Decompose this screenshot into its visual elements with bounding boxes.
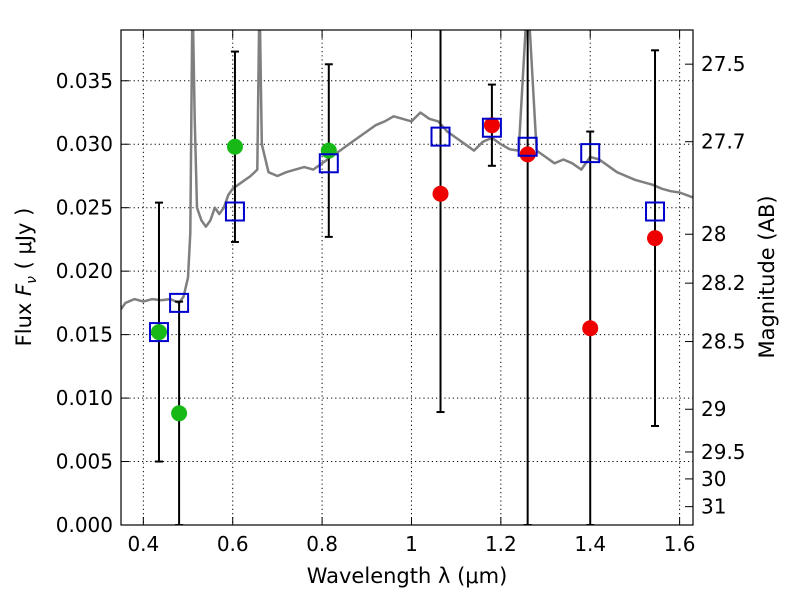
x-tick-label: 0.4 bbox=[127, 532, 159, 556]
x-axis-label: Wavelength λ (μm) bbox=[307, 564, 508, 588]
y-tick-label: 0.035 bbox=[56, 69, 113, 93]
optical-data-point bbox=[226, 138, 243, 155]
infrared-data-point bbox=[519, 146, 536, 163]
y2-tick-label: 29.5 bbox=[701, 440, 746, 464]
optical-data-point bbox=[171, 405, 188, 422]
optical-data-point bbox=[150, 324, 167, 341]
infrared-data-point bbox=[432, 185, 449, 202]
infrared-data-point bbox=[647, 230, 664, 247]
x-tick-label: 1.4 bbox=[574, 532, 606, 556]
axis-tick-labels: 0.4 0.6 0.8 1 1.2 1.4 1.6 0.000 0.005 0.010 0.015 0… bbox=[56, 52, 746, 556]
y2-tick-label: 27.7 bbox=[701, 130, 746, 154]
model-photometry-marker bbox=[148, 322, 169, 343]
infrared-data-point bbox=[483, 117, 500, 134]
infrared-data-point bbox=[582, 320, 599, 337]
plot-frame bbox=[120, 29, 694, 526]
grid bbox=[121, 30, 693, 526]
y2-tick-label: 29 bbox=[701, 397, 726, 421]
y-tick-label: 0.010 bbox=[56, 386, 113, 410]
x-tick-label: 1 bbox=[405, 532, 418, 556]
y2-tick-label: 28.5 bbox=[701, 330, 746, 354]
y-axis-label: Flux Fν ( μJy ) bbox=[12, 208, 40, 347]
y2-axis-label: Magnitude (AB) bbox=[755, 195, 779, 358]
model-photometry-marker bbox=[318, 153, 339, 174]
x-tick-label: 0.6 bbox=[217, 532, 249, 556]
y-tick-label: 0.020 bbox=[56, 259, 113, 283]
model-photometry-marker bbox=[517, 136, 538, 157]
y-tick-label: 0.030 bbox=[56, 132, 113, 156]
plot-area bbox=[121, 30, 693, 525]
y2-tick-label: 31 bbox=[701, 495, 726, 519]
model-spectrum-line bbox=[121, 30, 693, 310]
y2-tick-label: 30 bbox=[701, 467, 726, 491]
y2-tick-label: 27.5 bbox=[701, 52, 746, 76]
model-photometry-marker bbox=[169, 292, 190, 313]
x-tick-label: 1.2 bbox=[485, 532, 517, 556]
axis-ticks bbox=[121, 30, 693, 526]
optical-data-point bbox=[320, 142, 337, 159]
y-tick-label: 0.005 bbox=[56, 450, 113, 474]
model-photometry-marker bbox=[580, 143, 601, 164]
model-photometry-marker bbox=[224, 201, 245, 222]
model-photometry-marker bbox=[481, 117, 502, 138]
y-tick-label: 0.015 bbox=[56, 323, 113, 347]
y2-tick-label: 28.2 bbox=[701, 271, 746, 295]
model-photometry-marker bbox=[430, 126, 451, 147]
x-tick-label: 1.6 bbox=[664, 532, 696, 556]
y-tick-label: 0.000 bbox=[56, 513, 113, 537]
x-tick-label: 0.8 bbox=[306, 532, 338, 556]
y-tick-label: 0.025 bbox=[56, 196, 113, 220]
y2-tick-label: 28 bbox=[701, 222, 726, 246]
model-photometry-marker bbox=[645, 201, 666, 222]
